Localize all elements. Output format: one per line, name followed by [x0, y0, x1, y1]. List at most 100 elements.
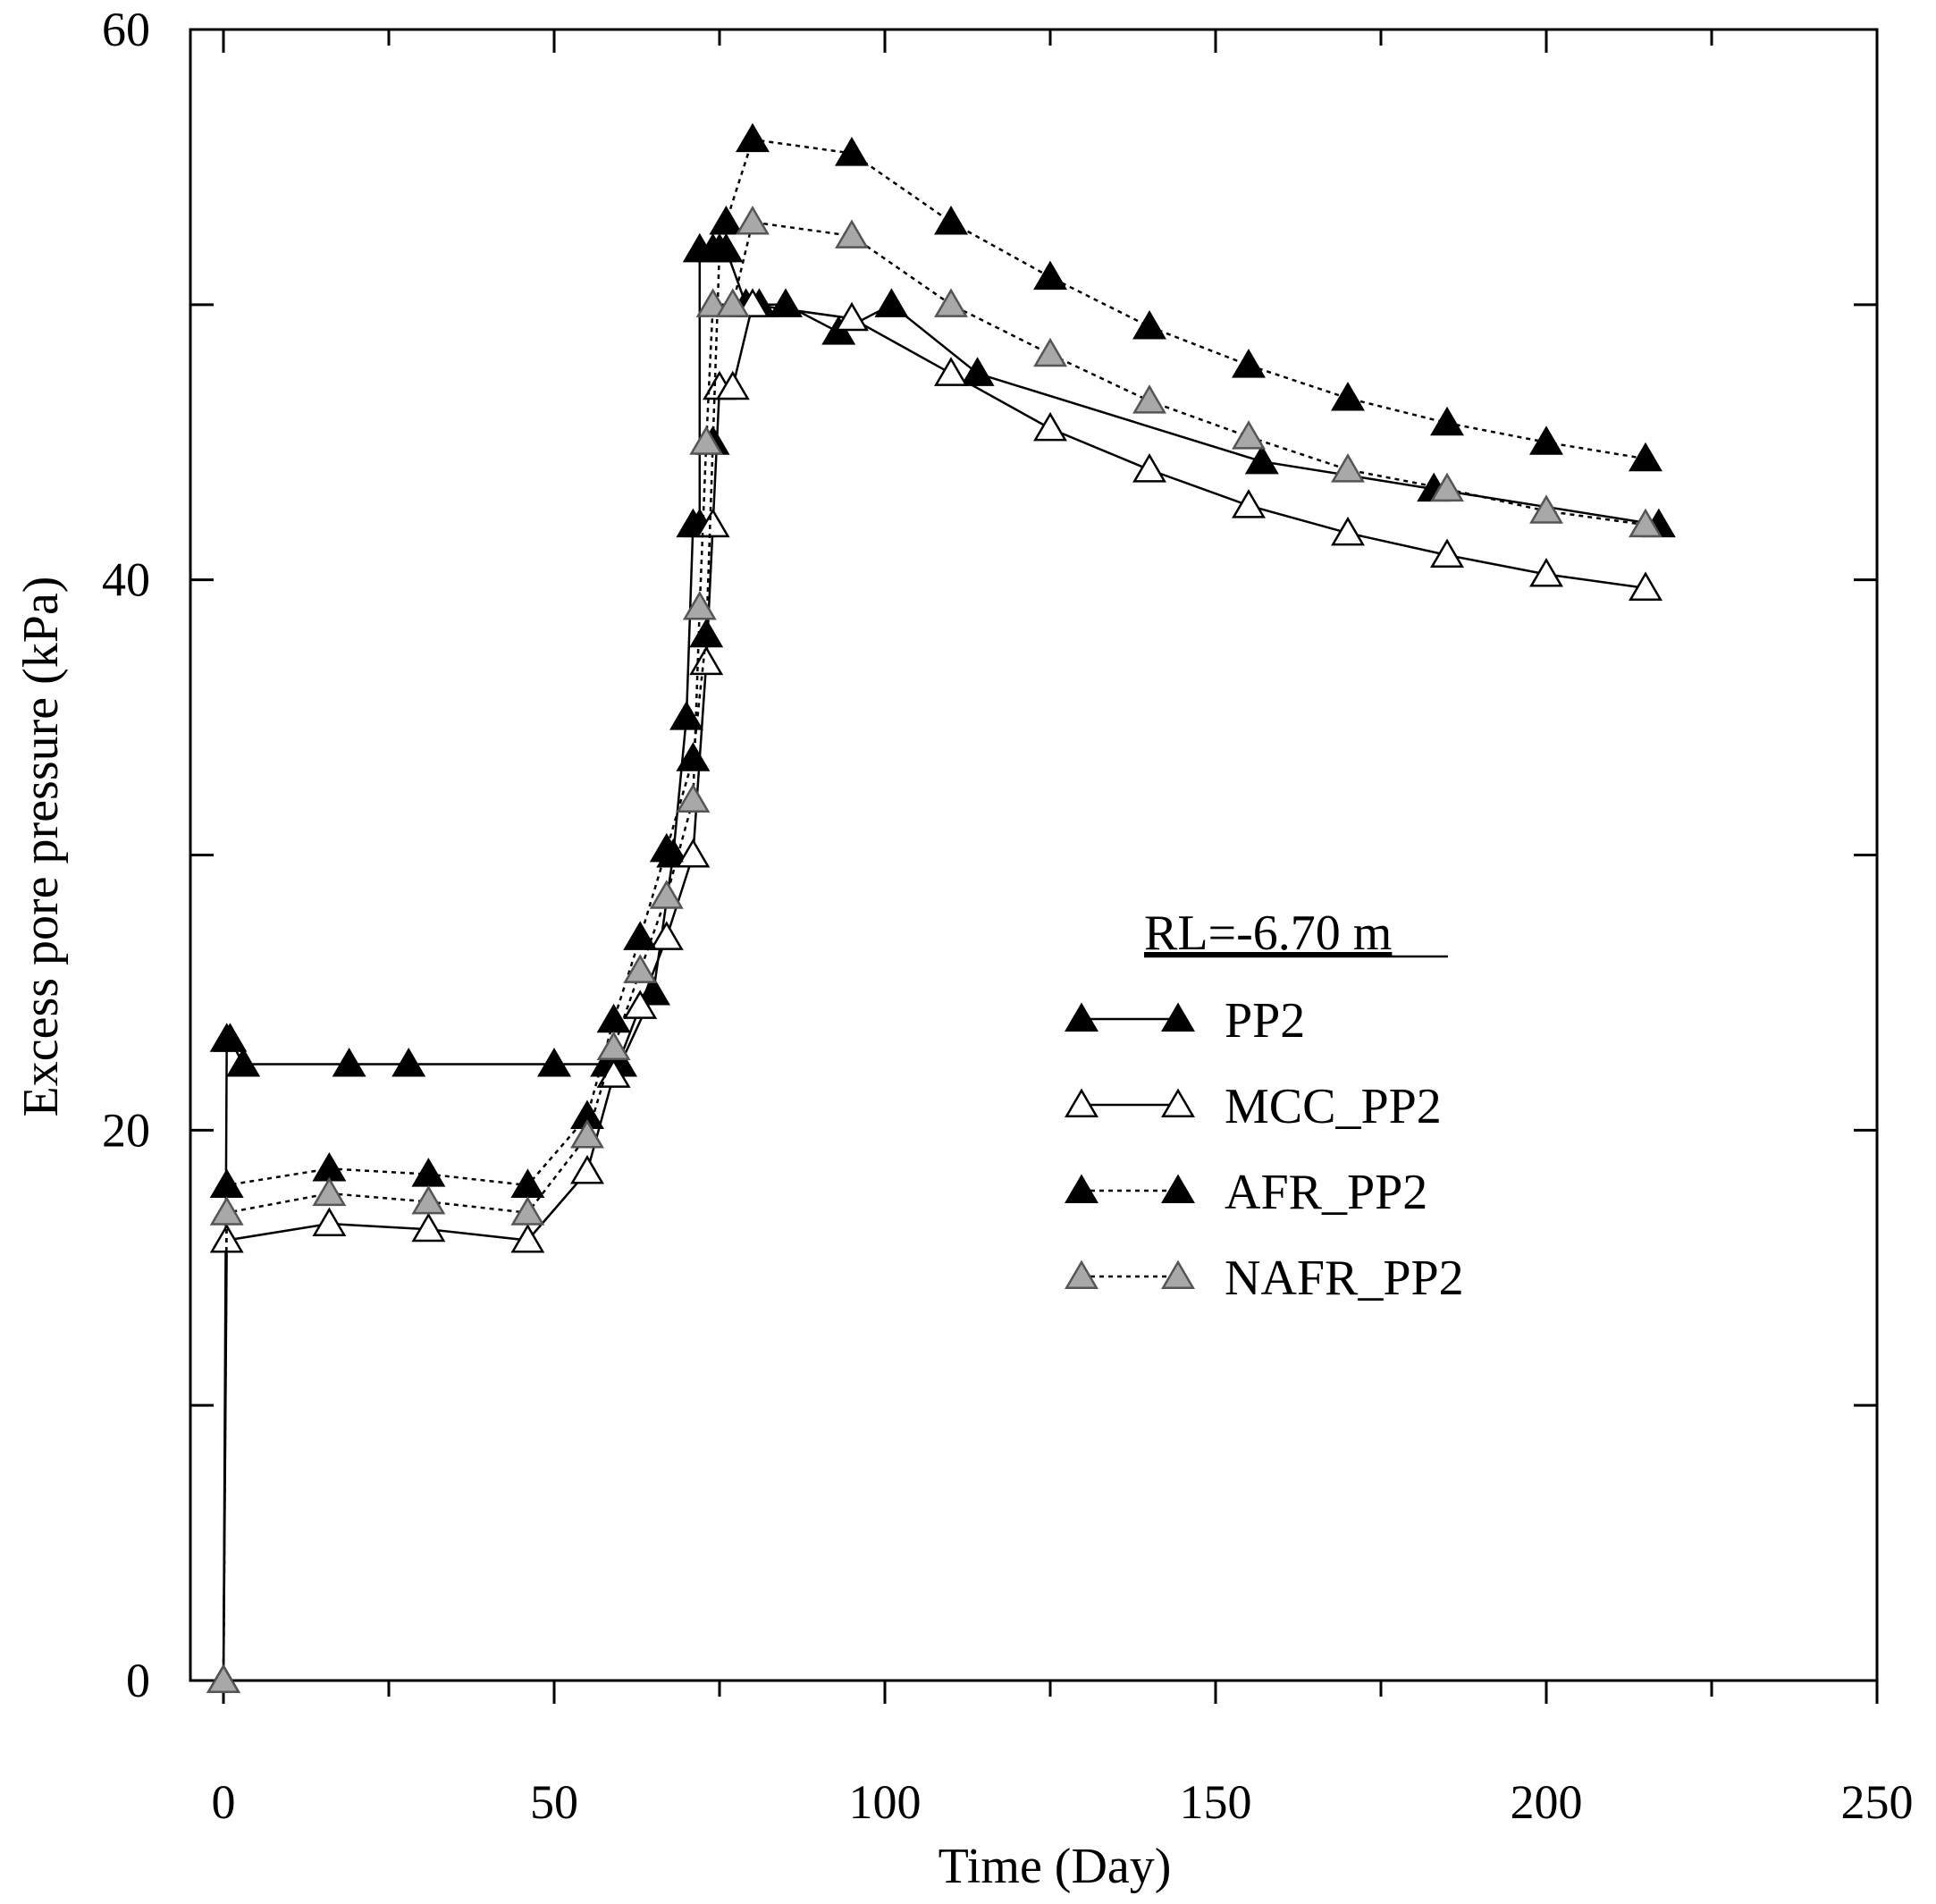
x-tick-label: 0 [212, 1775, 236, 1829]
data-point [623, 921, 658, 950]
series-nafr-pp2 [206, 206, 1662, 1694]
data-point [682, 590, 717, 620]
data-point [709, 206, 744, 235]
data-point [570, 1119, 604, 1149]
x-tick-label: 250 [1841, 1775, 1914, 1829]
data-point [411, 1212, 446, 1243]
data-point [676, 783, 711, 813]
data-point [1232, 420, 1266, 450]
y-tick-label: 60 [102, 3, 150, 56]
x-tick-label: 50 [530, 1775, 578, 1829]
data-point [934, 357, 968, 386]
legend-entry: PP2 [1065, 993, 1305, 1049]
data-point [206, 1664, 240, 1694]
data-point [1033, 411, 1067, 442]
data-point [934, 206, 968, 235]
data-point [570, 1155, 604, 1184]
axes: 0 50 100 150 200 250 0 20 40 60 [102, 3, 1914, 1829]
series-afr-pp2 [206, 122, 1662, 1694]
legend-marker [1065, 1174, 1098, 1204]
data-point [312, 1207, 347, 1237]
data-point [312, 1151, 347, 1182]
data-point [1629, 571, 1662, 601]
data-point [835, 219, 869, 249]
y-tick-label: 20 [102, 1103, 150, 1157]
data-point [676, 838, 711, 868]
data-point [1132, 309, 1166, 340]
data-point [213, 1023, 248, 1052]
series-mcc-pp2 [206, 288, 1662, 1694]
data-point [510, 1196, 545, 1226]
legend-title: RL=-6.70 m [1144, 906, 1392, 961]
series-line [222, 221, 1646, 1681]
data-point [623, 954, 658, 983]
data-point [676, 742, 711, 771]
data-point [715, 370, 750, 400]
data-point [537, 1047, 571, 1077]
data-point [1629, 508, 1662, 538]
data-point [391, 1047, 426, 1077]
data-point [703, 232, 737, 263]
data-point [510, 1223, 545, 1253]
data-point [332, 1047, 366, 1077]
data-point [1529, 425, 1563, 455]
data-point [669, 701, 703, 730]
legend-marker [1161, 1260, 1195, 1290]
legend-marker [1161, 1174, 1195, 1204]
legend-marker [1065, 1002, 1098, 1032]
data-point [1331, 516, 1365, 546]
data-point [1232, 489, 1266, 518]
data-point [1430, 406, 1464, 436]
legend-label: NAFR_PP2 [1225, 1251, 1464, 1306]
data-point [689, 425, 724, 455]
data-point [1033, 337, 1067, 367]
data-point [596, 1031, 631, 1061]
data-point [835, 301, 869, 332]
data-point [1331, 382, 1365, 411]
data-point [689, 645, 724, 676]
x-tick-label: 200 [1511, 1775, 1583, 1829]
legend-marker [1161, 1002, 1195, 1032]
data-point [209, 1196, 244, 1226]
y-axis-title: Excess pore pressure (kPa) [13, 577, 69, 1117]
legend: RL=-6.70 m PP2 MCC_PP2 AFR_PP2 NAFR_PP2 [1065, 906, 1464, 1306]
legend-label: MCC_PP2 [1225, 1079, 1442, 1134]
data-point [695, 508, 730, 538]
x-tick-label: 100 [849, 1775, 922, 1829]
data-point [312, 1176, 347, 1207]
data-point [1232, 349, 1266, 378]
series-pp2 [206, 232, 1676, 1694]
data-point [835, 137, 869, 166]
data-point [769, 288, 803, 317]
data-point [689, 618, 724, 648]
legend-label: AFR_PP2 [1225, 1165, 1427, 1220]
y-tick-label: 0 [126, 1654, 150, 1707]
series-line [222, 138, 1646, 1681]
data-point [1629, 442, 1662, 472]
data-point [1132, 384, 1166, 414]
legend-marker [1161, 1088, 1195, 1118]
data-point [411, 1158, 446, 1187]
data-point [934, 288, 968, 317]
legend-entry: NAFR_PP2 [1065, 1251, 1464, 1306]
legend-marker [1065, 1088, 1098, 1118]
data-point [1132, 453, 1166, 483]
x-axis-title: Time (Day) [939, 1839, 1172, 1894]
data-point [649, 880, 684, 909]
legend-entry: MCC_PP2 [1065, 1079, 1442, 1134]
data-point [226, 1047, 261, 1077]
legend-label: PP2 [1225, 993, 1305, 1049]
data-point [1244, 444, 1279, 475]
data-point [1529, 558, 1563, 587]
data-point [209, 1168, 244, 1198]
data-point [1430, 538, 1464, 569]
legend-marker [1065, 1260, 1098, 1290]
data-point [1331, 453, 1365, 483]
legend-entry: AFR_PP2 [1065, 1165, 1427, 1220]
data-point [649, 832, 684, 863]
data-point [736, 122, 770, 153]
data-point [1033, 260, 1067, 291]
y-tick-label: 40 [102, 553, 150, 607]
data-point [623, 990, 658, 1019]
